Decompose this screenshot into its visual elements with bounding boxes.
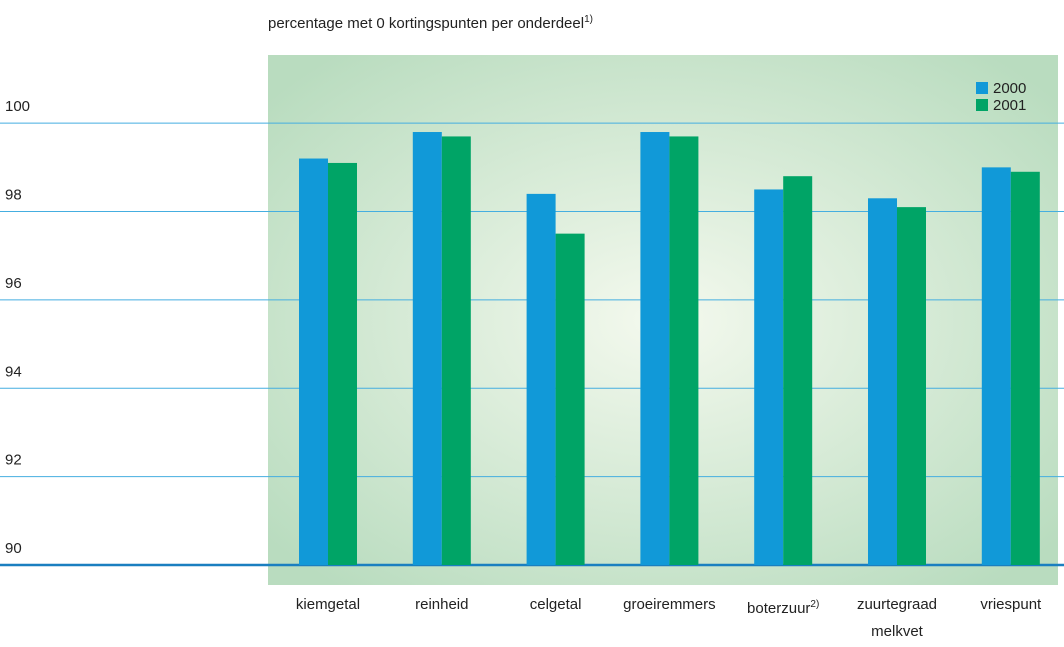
x-tick-box: groeiremmers [612, 591, 726, 618]
bar [1010, 171, 1040, 566]
bar [412, 132, 442, 565]
bar [640, 132, 670, 565]
x-tick-label: reinheid [385, 591, 499, 618]
x-tick-label: vriespunt [954, 591, 1064, 618]
x-tick-box: boterzuur2) [726, 591, 840, 622]
title-note: 1) [584, 14, 593, 25]
x-tick-box: kiemgetal [271, 591, 385, 618]
bar [868, 198, 897, 566]
y-tick-label: 94 [5, 363, 22, 380]
x-tick-text: groeiremmers [623, 596, 716, 613]
bar [328, 162, 357, 566]
chart-title: percentage met 0 kortingspunten per onde… [268, 6, 968, 36]
bar [981, 167, 1011, 565]
bar [526, 193, 556, 565]
x-tick-text: boterzuur [747, 600, 811, 617]
y-tick-label: 98 [5, 187, 22, 204]
x-tick-label: groeiremmers [612, 591, 726, 618]
legend-label: 2000 [993, 80, 1026, 97]
bar [441, 136, 471, 565]
title-text: percentage met 0 kortingspunten per onde… [268, 15, 585, 32]
x-tick-box: vriespunt [954, 591, 1064, 618]
x-tick-text: celgetal [529, 596, 582, 613]
legend-swatch [976, 99, 988, 111]
x-tick-text: reinheid [415, 596, 469, 613]
y-tick-label: 90 [5, 540, 22, 557]
bar [555, 233, 585, 566]
title-box: percentage met 0 kortingspunten per onde… [268, 6, 968, 36]
x-tick-label: zuurtegraad melkvet [840, 591, 954, 645]
bar [669, 136, 699, 565]
bar [754, 189, 784, 566]
x-tick-text: vriespunt [980, 596, 1042, 613]
x-tick-label: kiemgetal [271, 591, 385, 618]
legend-swatch [976, 82, 988, 94]
legend-label: 2001 [993, 97, 1026, 114]
y-tick-label: 100 [5, 98, 30, 115]
x-tick-label: celgetal [499, 591, 613, 618]
bar [299, 158, 328, 565]
x-tick-box: reinheid [385, 591, 499, 618]
y-tick-label: 96 [5, 275, 22, 292]
y-tick-label: 92 [5, 452, 22, 469]
x-tick-label: boterzuur2) [726, 591, 840, 622]
x-tick-text: kiemgetal [295, 596, 361, 613]
x-tick-text: zuurtegraad melkvet [856, 596, 938, 640]
x-tick-note: 2) [810, 599, 820, 610]
x-tick-box: zuurtegraad melkvet [840, 591, 954, 645]
bar [897, 207, 926, 566]
x-tick-box: celgetal [499, 591, 613, 618]
bar [783, 176, 813, 565]
